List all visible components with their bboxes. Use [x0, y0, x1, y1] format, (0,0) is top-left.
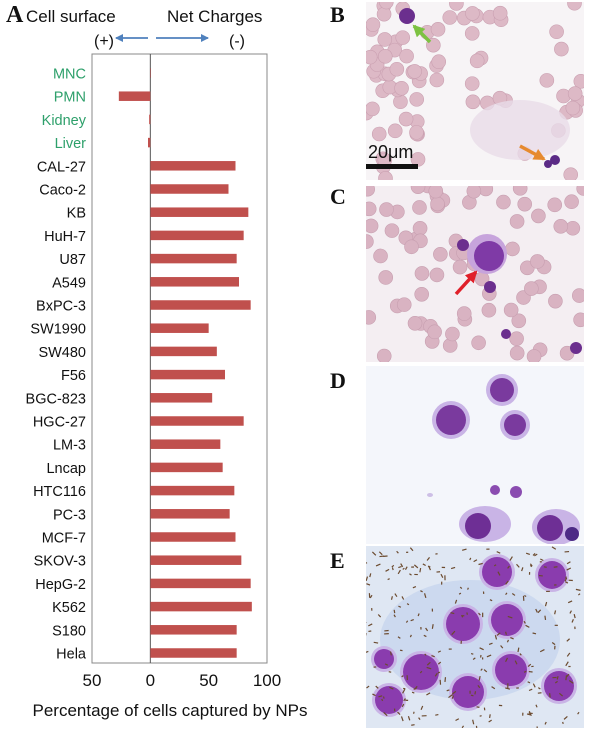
panel-label-b: B	[330, 2, 345, 27]
panel-e-micrograph	[366, 546, 584, 728]
category-label: A549	[52, 275, 86, 291]
bar-mcf-7	[150, 532, 236, 542]
category-label: PC-3	[53, 507, 86, 523]
bar-k562	[150, 601, 252, 612]
category-label: HTC116	[33, 484, 86, 500]
category-label: Lncap	[46, 461, 86, 477]
bar-skov-3	[150, 555, 242, 565]
header-net-charges: Net Charges	[167, 7, 262, 26]
category-label: S180	[52, 623, 86, 639]
category-label: MNC	[53, 67, 86, 83]
bar-mnc	[150, 68, 151, 78]
panel-label-e: E	[330, 548, 345, 573]
x-tick-label: 50	[199, 671, 218, 690]
bar-s180	[150, 625, 237, 635]
tumor-cell	[474, 241, 504, 271]
category-label: F56	[61, 368, 86, 384]
red-arrow	[454, 270, 478, 296]
panel-d-micrograph	[366, 366, 584, 544]
bar-kb	[150, 207, 249, 217]
category-label: SW1990	[30, 322, 86, 338]
category-label: PMN	[54, 90, 86, 106]
category-label: Kidney	[42, 113, 87, 129]
orange-arrow	[519, 144, 546, 161]
category-label: Liver	[55, 136, 87, 152]
bar-sw1990	[150, 323, 209, 333]
panel-label-c: C	[330, 184, 346, 209]
panel-label-a: A	[6, 2, 24, 28]
bar-cal-27	[150, 161, 236, 171]
bar-bxpc-3	[150, 300, 251, 310]
bar-bgc-823	[150, 393, 213, 403]
bar-pc-3	[150, 509, 230, 519]
bar-a549	[150, 277, 239, 287]
bar-sw480	[150, 346, 217, 357]
bar-hela	[150, 648, 237, 658]
category-label: BGC-823	[26, 391, 86, 407]
category-label: Hela	[56, 647, 87, 663]
leukocyte	[399, 8, 415, 24]
category-label: SKOV-3	[34, 554, 86, 570]
category-label: SW480	[38, 345, 86, 361]
panel-b-micrograph: 20μm	[366, 2, 584, 180]
bar-hgc-27	[150, 416, 244, 426]
category-label: U87	[59, 252, 86, 268]
bar-f56	[150, 369, 225, 380]
header-cell-surface: Cell surface	[26, 7, 116, 26]
bar-pmn	[118, 91, 151, 101]
category-label: LM-3	[53, 438, 86, 454]
bar-hepg-2	[150, 578, 251, 589]
bar-htc116	[150, 485, 235, 496]
bar-lncap	[150, 462, 223, 473]
bar-huh-7	[150, 230, 244, 241]
category-label: HuH-7	[44, 229, 86, 245]
panel-label-d: D	[330, 368, 346, 393]
panel-c-micrograph	[366, 186, 584, 362]
plot-frame	[91, 53, 268, 664]
category-label: Caco-2	[39, 183, 86, 199]
header-plus: (+)	[94, 33, 114, 50]
header-minus: (-)	[229, 33, 245, 50]
x-tick-label: 0	[146, 671, 155, 690]
category-label: MCF-7	[42, 531, 86, 547]
scale-bar	[366, 164, 418, 169]
category-label: HGC-27	[33, 415, 86, 431]
bar-liver	[148, 137, 151, 148]
bar-lm-3	[150, 439, 221, 449]
x-tick-label: 100	[253, 671, 281, 690]
category-label: KB	[67, 206, 86, 222]
bar-chart: MNC PMN Kidney Liver CAL-27 Caco-2 KB HuH-7 U87 A…	[26, 54, 281, 690]
bar-caco-2	[150, 184, 229, 194]
scale-bar-label: 20μm	[368, 142, 413, 162]
bar-u87	[150, 253, 237, 264]
green-arrow	[412, 24, 432, 44]
bar-kidney	[149, 114, 151, 125]
category-label: K562	[52, 600, 86, 616]
category-label: CAL-27	[37, 159, 86, 175]
category-label: BxPC-3	[36, 299, 86, 315]
category-label: HepG-2	[35, 577, 86, 593]
x-axis-label: Percentage of cells captured by NPs	[33, 701, 308, 720]
x-tick-label: 50	[83, 671, 102, 690]
